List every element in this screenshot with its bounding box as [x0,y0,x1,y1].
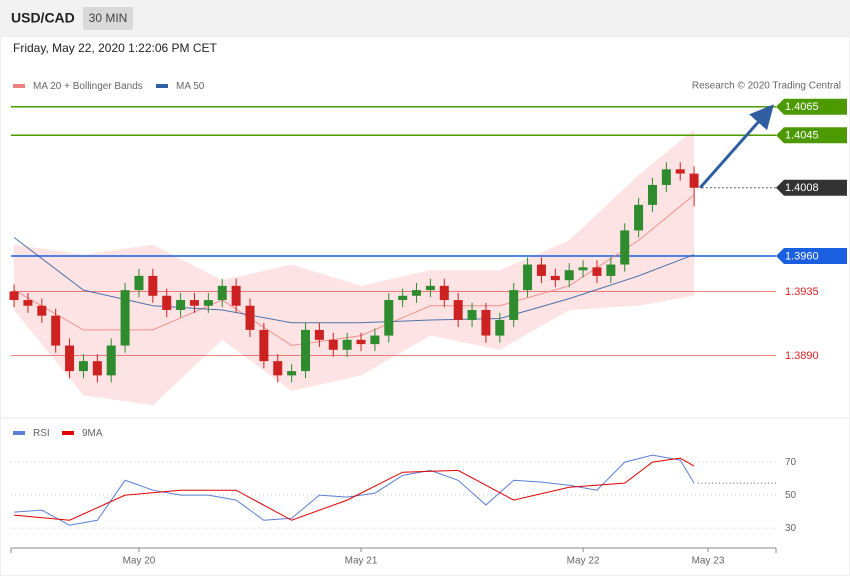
candle-body [509,290,519,320]
candle-body [120,290,130,346]
y-tick-label: 30 [785,523,797,534]
timestamp: Friday, May 22, 2020 1:22:06 PM CET [13,41,218,55]
candle-body [481,310,491,336]
candle-body [106,345,116,376]
legend-swatch [13,84,25,88]
projection-arrow [698,104,774,189]
x-tick-label: May 21 [345,556,378,567]
header-bar [0,0,850,36]
candle-body [495,319,505,336]
interval[interactable]: 30 MIN [89,11,128,25]
x-tick-label: May 22 [567,556,600,567]
candle-body [314,329,324,340]
level-label: 1.4008 [785,182,819,194]
candle-body [37,305,47,316]
level-tag [776,98,847,115]
level-label: 1.4065 [785,101,819,113]
interval-box[interactable] [83,7,133,30]
level-label: 1.3960 [785,250,819,262]
candle-body [287,371,297,376]
candle-body [536,264,546,276]
candle-body [523,264,533,291]
y-tick-label: 50 [785,490,797,501]
candle-body [398,295,408,301]
credit: Research © 2020 Trading Central [692,81,841,92]
candle-body [425,285,435,291]
y-tick-label: 70 [785,457,797,468]
candle-body [689,173,699,188]
level-label: 1.3890 [785,350,819,362]
candle-body [453,300,463,320]
candle-body [328,339,338,350]
candle-body [162,295,172,310]
candle-body [231,285,241,306]
candle-body [370,335,380,345]
candle-body [467,310,477,320]
level-tag [776,127,847,144]
legend-swatch [156,84,168,88]
candle-body [675,169,685,174]
candle-body [65,345,75,372]
legend-label: 9MA [82,428,103,439]
legend-swatch [13,431,25,435]
candle-body [259,329,269,362]
candle-body [634,204,644,231]
series-line [14,457,695,521]
legend-label: RSI [33,428,50,439]
candle-body [134,275,144,291]
candle-body [661,169,671,185]
candle-body [412,290,422,296]
level-label: 1.4045 [785,130,819,142]
candle-body [592,267,602,276]
candle-body [23,300,33,306]
candle-body [217,285,227,301]
symbol: USD/CAD [11,10,75,26]
bollinger-band [14,129,695,406]
legend-label: MA 20 + Bollinger Bands [33,81,143,92]
candle-body [176,300,186,310]
candle-body [342,339,352,350]
candle-body [647,184,657,205]
candle-body [301,329,311,372]
candle-body [620,230,630,265]
level-tag [776,248,847,264]
candle-body [203,300,213,306]
candle-body [92,361,102,376]
candle-body [273,361,283,376]
candle-body [578,267,588,271]
candle-body [51,315,61,346]
ma-line [13,237,695,324]
candle-body [564,270,574,281]
candle-body [606,264,616,276]
candle-body [384,300,394,336]
candle-body [245,305,255,330]
legend-label: MA 50 [176,81,205,92]
legend-swatch [62,431,74,435]
x-tick-label: May 20 [123,556,156,567]
candle-body [189,300,199,306]
x-tick-label: May 23 [692,556,725,567]
candle-body [78,361,88,372]
candle-body [439,285,449,301]
candle-body [356,339,366,345]
candle-body [148,275,158,296]
level-tag [776,179,847,196]
level-label: 1.3935 [785,286,819,298]
candle-body [9,291,19,301]
candle-body [550,275,560,281]
series-line [14,454,695,526]
